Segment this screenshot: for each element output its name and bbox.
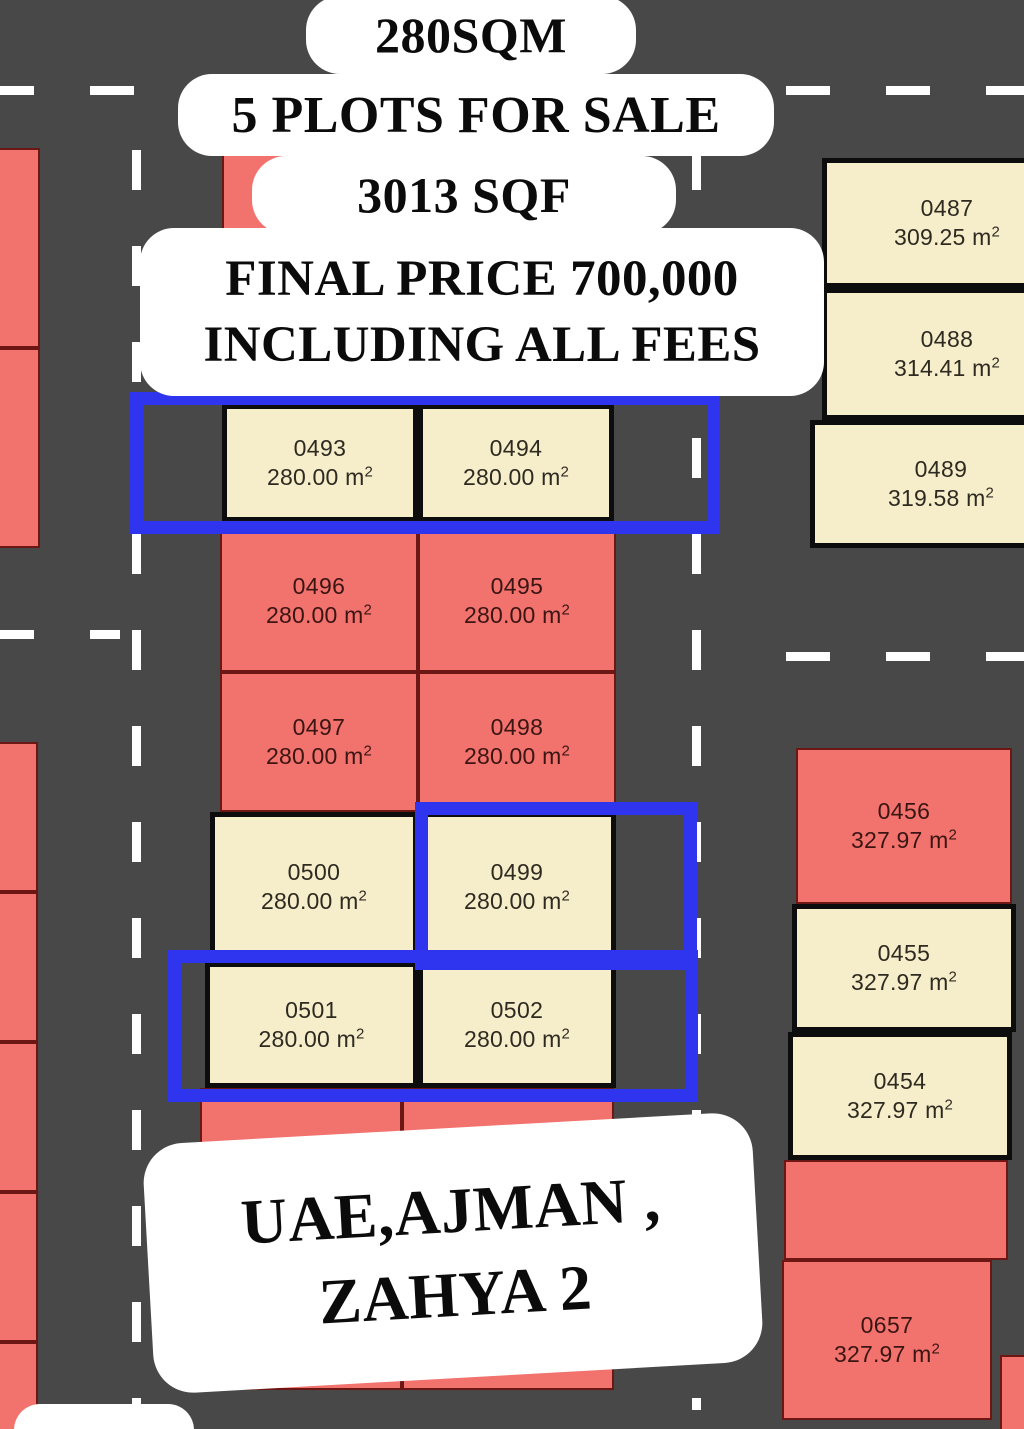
plot-unlabeled-left-2[interactable]: [0, 348, 40, 548]
plot-area: 280.00 m2: [463, 1025, 571, 1052]
plot-0496[interactable]: 0496 280.00 m2: [220, 530, 418, 672]
plot-0456[interactable]: 0456 327.97 m2: [796, 748, 1012, 904]
highlight-frame-0499[interactable]: [415, 802, 697, 970]
highlight-frame-0493-0494[interactable]: [130, 392, 720, 534]
plot-unlabeled-left-3[interactable]: [0, 742, 38, 892]
header-line-1: 280SQM: [375, 7, 567, 63]
plot-area: 280.00 m2: [260, 887, 368, 914]
plot-area: 280.00 m2: [462, 463, 570, 490]
header-line-2: 5 PLOTS FOR SALE: [231, 86, 721, 144]
plot-area: 280.00 m2: [463, 742, 571, 769]
plot-area: 280.00 m2: [266, 463, 374, 490]
header-line-4a: FINAL PRICE 700,000: [225, 251, 739, 307]
plot-id: 0502: [490, 996, 544, 1023]
plot-0502[interactable]: 0502 280.00 m2: [418, 962, 616, 1088]
location-caption-bubble: UAE,AJMAN , ZAHYA 2: [141, 1111, 765, 1395]
plot-id: 0494: [489, 434, 543, 461]
plot-id: 0488: [920, 325, 974, 352]
caption-line-2: ZAHYA 2: [316, 1251, 594, 1338]
plot-id: 0495: [490, 572, 544, 599]
plot-area: 280.00 m2: [265, 601, 373, 628]
header-line-3: 3013 SQF: [357, 167, 571, 223]
plot-0498[interactable]: 0498 280.00 m2: [418, 672, 616, 812]
plot-id: 0500: [287, 858, 341, 885]
plot-id: 0657: [860, 1311, 914, 1338]
highlight-frame-0501-0502[interactable]: [168, 950, 698, 1102]
caption-line-1: UAE,AJMAN ,: [239, 1163, 663, 1258]
plot-0657[interactable]: 0657 327.97 m2: [782, 1260, 992, 1420]
plot-area: 280.00 m2: [463, 601, 571, 628]
plot-area: 327.97 m2: [833, 1340, 941, 1367]
plot-area: 280.00 m2: [258, 1025, 365, 1052]
plot-0455[interactable]: 0455 327.97 m2: [792, 904, 1016, 1032]
plot-unlabeled-left-6[interactable]: [0, 1192, 38, 1342]
plot-area: 280.00 m2: [265, 742, 373, 769]
plot-0493[interactable]: 0493 280.00 m2: [222, 404, 418, 522]
plot-id: 0489: [914, 455, 968, 482]
plot-0489[interactable]: 0489 319.58 m2: [810, 420, 1024, 548]
header-bubble-price: FINAL PRICE 700,000 INCLUDING ALL FEES: [140, 228, 824, 396]
header-line-4b: INCLUDING ALL FEES: [203, 317, 761, 373]
plot-unlabeled-left-1[interactable]: [0, 148, 40, 348]
road-marking-top-right: [786, 86, 1024, 95]
plot-id: 0456: [877, 797, 931, 824]
plot-area: 327.97 m2: [846, 1096, 954, 1123]
plot-id: 0493: [293, 434, 347, 461]
plot-unlabeled-left-5[interactable]: [0, 1042, 38, 1192]
bottom-partial-bubble: [14, 1404, 194, 1429]
plot-id: 0454: [873, 1067, 927, 1094]
plot-unlabeled-right-bridge[interactable]: [784, 1160, 1008, 1260]
plot-0487[interactable]: 0487 309.25 m2: [822, 158, 1024, 288]
plot-0454[interactable]: 0454 327.97 m2: [788, 1032, 1012, 1160]
plot-area: 327.97 m2: [850, 968, 958, 995]
road-marking-mid-right: [786, 652, 1024, 661]
plot-id: 0487: [920, 194, 974, 221]
plot-id: 0499: [490, 858, 544, 885]
plot-0500[interactable]: 0500 280.00 m2: [210, 812, 418, 962]
plot-0494[interactable]: 0494 280.00 m2: [418, 404, 614, 522]
header-bubble-size-sqf: 3013 SQF: [252, 156, 676, 234]
road-marking-vertical-left: [132, 150, 141, 1429]
plot-area: 280.00 m2: [463, 887, 571, 914]
plot-id: 0496: [292, 572, 346, 599]
plot-id: 0497: [292, 713, 346, 740]
plot-0488[interactable]: 0488 314.41 m2: [822, 288, 1024, 420]
plot-id: 0498: [490, 713, 544, 740]
plot-id: 0501: [285, 996, 338, 1023]
plot-0501[interactable]: 0501 280.00 m2: [205, 962, 418, 1088]
plot-0497[interactable]: 0497 280.00 m2: [220, 672, 418, 812]
header-bubble-size-sqm: 280SQM: [306, 0, 636, 74]
plot-0495[interactable]: 0495 280.00 m2: [418, 530, 616, 672]
road-marking-vertical-right: [692, 150, 701, 1410]
plot-area: 314.41 m2: [893, 354, 1001, 381]
plot-unlabeled-right-bottom[interactable]: [1000, 1355, 1024, 1429]
plot-area: 327.97 m2: [850, 826, 958, 853]
plot-area: 309.25 m2: [893, 223, 1001, 250]
plot-id: 0455: [877, 939, 931, 966]
header-bubble-plots-for-sale: 5 PLOTS FOR SALE: [178, 74, 774, 156]
road-marking-mid-left: [0, 630, 120, 639]
road-marking-top-left: [0, 86, 290, 95]
plot-unlabeled-left-4[interactable]: [0, 892, 38, 1042]
plot-area: 319.58 m2: [887, 484, 995, 511]
